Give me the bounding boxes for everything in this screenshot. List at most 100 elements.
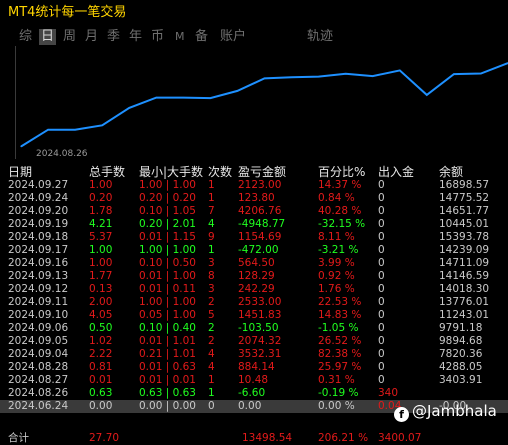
cell-balance: 4288.05 xyxy=(439,361,483,373)
cell-balance: 16898.57 xyxy=(439,179,490,191)
cell-volume: 0.50 xyxy=(89,322,113,334)
cell-profit-loss: 3532.31 xyxy=(238,348,282,360)
header-min-max-lots: 最小|大手数 xyxy=(139,165,204,179)
cell-date: 2024.09.17 xyxy=(8,244,69,256)
cell-count: 4 xyxy=(208,218,215,230)
cell-percent: 26.52 % xyxy=(318,335,362,347)
cell-deposit-withdrawal: 0 xyxy=(378,205,385,217)
table-row[interactable]: 2024.09.20 1.78 0.10 | 1.05 7 4206.76 40.28 %… xyxy=(0,205,508,218)
cell-profit-loss: 10.48 xyxy=(238,374,269,386)
cell-deposit-withdrawal: 0 xyxy=(378,192,385,204)
cell-date: 2024.09.10 xyxy=(8,309,69,321)
window-title: MT4统计每一笔交易 xyxy=(8,5,127,20)
cell-volume: 1.00 xyxy=(89,244,113,256)
cell-profit-loss: -4948.77 xyxy=(238,218,286,230)
cell-profit-loss: 564.50 xyxy=(238,257,275,269)
tab-yearly[interactable]: 年 xyxy=(129,29,143,44)
cell-min-max-lots: 0.05 | 1.00 xyxy=(139,309,196,321)
tab-notes[interactable]: 备 xyxy=(195,29,209,44)
cell-min-max-lots: 0.01 | 0.63 xyxy=(139,361,196,373)
cell-profit-loss: 884.14 xyxy=(238,361,275,373)
equity-point xyxy=(128,107,130,109)
cell-deposit-withdrawal: 0 xyxy=(378,374,385,386)
header-count: 次数 xyxy=(208,165,233,179)
cell-date: 2024.09.27 xyxy=(8,179,69,191)
cell-profit-loss: 1154.69 xyxy=(238,231,282,243)
cell-count: 3 xyxy=(208,283,215,295)
table-row[interactable]: 2024.09.19 4.21 0.20 | 2.01 4 -4948.77 -32.15… xyxy=(0,218,508,231)
cell-min-max-lots: 0.01 | 1.00 xyxy=(139,270,196,282)
cell-count: 7 xyxy=(208,205,215,217)
cell-volume: 0.13 xyxy=(89,283,113,295)
table-row[interactable]: 2024.09.27 1.00 1.00 | 1.00 1 2123.00 14.37 %… xyxy=(0,179,508,192)
table-row[interactable]: 2024.09.04 2.22 0.21 | 1.01 4 3532.31 82.38 %… xyxy=(0,348,508,361)
cell-deposit-withdrawal: 0 xyxy=(378,179,385,191)
cell-volume: 0.00 xyxy=(89,400,113,412)
cell-deposit-withdrawal: 0 xyxy=(378,322,385,334)
cell-percent: 8.11 % xyxy=(318,231,355,243)
table-row[interactable]: 2024.09.10 4.05 0.05 | 1.00 5 1451.83 14.83 %… xyxy=(0,309,508,322)
cell-count: 3 xyxy=(208,257,215,269)
table-row[interactable]: 2024.06.24 0.00 0.00 | 0.00 0 0.00 0.00 % 0.04… xyxy=(0,400,508,413)
table-row[interactable]: 2024.09.16 1.00 0.10 | 0.50 3 564.50 3.99 % 0 1… xyxy=(0,257,508,270)
cell-balance: 9791.18 xyxy=(439,322,483,334)
facebook-icon: f xyxy=(394,407,409,422)
cell-min-max-lots: 0.10 | 0.40 xyxy=(139,322,196,334)
cell-date: 2024.09.06 xyxy=(8,322,69,334)
cell-balance: 10445.01 xyxy=(439,218,490,230)
cell-percent: 25.97 % xyxy=(318,361,362,373)
cell-date: 2024.09.04 xyxy=(8,348,69,360)
cell-volume: 4.21 xyxy=(89,218,113,230)
tab-currency[interactable]: 币 xyxy=(151,29,165,44)
cell-count: 1 xyxy=(208,192,215,204)
cell-deposit-withdrawal: 0 xyxy=(378,361,385,373)
cell-deposit-withdrawal: 0 xyxy=(378,231,385,243)
equity-point xyxy=(209,97,211,99)
cell-percent: -0.19 % xyxy=(318,387,359,399)
table-row[interactable]: 2024.08.28 0.81 0.01 | 0.63 4 884.14 25.97 % 0… xyxy=(0,361,508,374)
tab-weekly[interactable]: 周 xyxy=(63,29,77,44)
tab-overview[interactable]: 综 xyxy=(19,29,33,44)
table-row[interactable]: 2024.09.24 0.20 0.20 | 0.20 1 123.80 0.84 % 0 1… xyxy=(0,192,508,205)
tab-monthly[interactable]: 月 xyxy=(85,29,99,44)
cell-percent: -32.15 % xyxy=(318,218,366,230)
table-row[interactable]: 2024.09.12 0.13 0.01 | 0.11 3 242.29 1.76 % 0 1… xyxy=(0,283,508,296)
title-bar: MT4统计每一笔交易 xyxy=(0,0,508,26)
cell-volume: 1.00 xyxy=(89,257,113,269)
cell-profit-loss: 2123.00 xyxy=(238,179,282,191)
cell-balance: 14146.59 xyxy=(439,270,490,282)
table-row[interactable]: 2024.09.11 2.00 1.00 | 1.00 2 2533.00 22.53 %… xyxy=(0,296,508,309)
equity-point xyxy=(155,97,157,99)
equity-point xyxy=(291,76,293,78)
table-row[interactable]: 2024.08.27 0.01 0.01 | 0.01 1 10.48 0.31 % 0 34… xyxy=(0,374,508,387)
header-profit-loss: 盈亏金额 xyxy=(238,165,287,179)
cell-min-max-lots: 1.00 | 1.00 xyxy=(139,244,196,256)
table-row[interactable]: 2024.08.26 0.63 0.63 | 0.63 1 -6.60 -0.19 % 34… xyxy=(0,387,508,400)
table-row[interactable]: 2024.09.18 5.37 0.01 | 1.15 9 1154.69 8.11 % 0… xyxy=(0,231,508,244)
tab-account[interactable]: 账户 xyxy=(220,29,247,44)
cell-count: 1 xyxy=(208,179,215,191)
table-row[interactable]: 2024.09.17 1.00 1.00 | 1.00 1 -472.00 -3.21 %… xyxy=(0,244,508,257)
cell-balance: 7820.36 xyxy=(439,348,483,360)
cell-count: 1 xyxy=(208,374,215,386)
totals-profit-loss: 13498.54 xyxy=(242,432,293,444)
totals-label: 合计 xyxy=(8,432,29,444)
cell-deposit-withdrawal: 0 xyxy=(378,244,385,256)
tab-quarterly[interactable]: 季 xyxy=(107,29,121,44)
cell-count: 4 xyxy=(208,361,215,373)
equity-curve-chart xyxy=(15,46,508,159)
cell-volume: 0.81 xyxy=(89,361,113,373)
cell-deposit-withdrawal: 0 xyxy=(378,296,385,308)
table-row[interactable]: 2024.09.06 0.50 0.10 | 0.40 2 -103.50 -1.05 %… xyxy=(0,322,508,335)
table-row[interactable]: 2024.09.05 1.02 0.01 | 1.01 2 2074.32 26.52 %… xyxy=(0,335,508,348)
tab-trajectory[interactable]: 轨迹 xyxy=(307,29,334,44)
header-deposit-withdrawal: 出入金 xyxy=(378,165,415,179)
tab-daily[interactable]: 日 xyxy=(39,29,57,45)
cell-count: 5 xyxy=(208,309,215,321)
table-row[interactable]: 2024.09.13 1.77 0.01 | 1.00 8 128.29 0.92 % 0 1… xyxy=(0,270,508,283)
tab-bar: 综 日 周 月 季 年 币 M 备 账户 轨迹 xyxy=(0,27,508,45)
cell-balance: 14651.77 xyxy=(439,205,490,217)
tab-magic[interactable]: M xyxy=(175,30,185,43)
cell-percent: 0.84 % xyxy=(318,192,355,204)
cell-volume: 5.37 xyxy=(89,231,113,243)
